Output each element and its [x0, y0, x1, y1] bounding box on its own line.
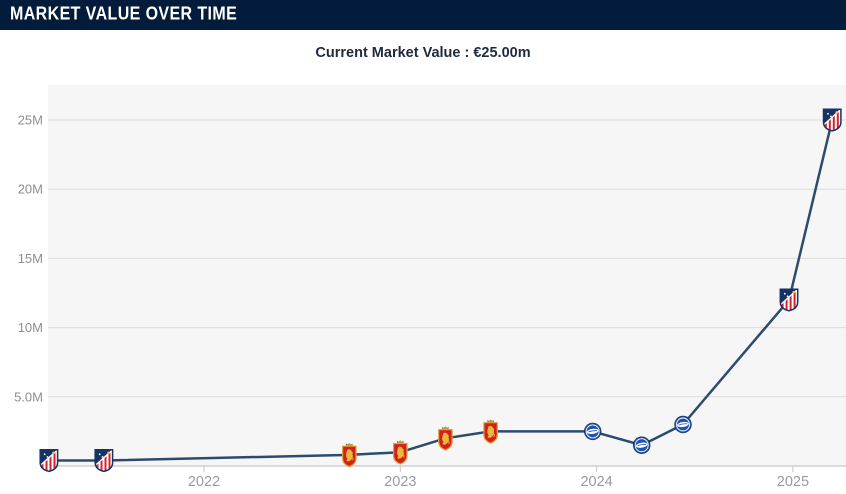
panel-header: MARKET VALUE OVER TIME: [0, 0, 846, 30]
y-axis-label: 10M: [18, 320, 43, 335]
data-point-real-zaragoza-crest-icon[interactable]: [392, 440, 408, 465]
data-point-real-zaragoza-crest-icon[interactable]: [341, 442, 357, 468]
y-axis-label: 20M: [18, 182, 43, 197]
data-point-atletico-madrid-crest-icon[interactable]: [40, 450, 57, 473]
data-point-atletico-madrid-crest-icon[interactable]: [780, 289, 797, 312]
data-point-deportivo-alaves-crest-icon[interactable]: [583, 422, 602, 441]
x-axis-label: 2024: [580, 474, 612, 490]
data-point-deportivo-alaves-crest-icon[interactable]: [674, 415, 692, 434]
data-point-real-zaragoza-crest-icon[interactable]: [483, 419, 498, 444]
data-point-atletico-madrid-crest-icon[interactable]: [824, 109, 841, 132]
market-value-chart: 5.0M 10M 15M 20M 25M 2022 2023 2024 2025: [0, 84, 846, 494]
x-axis-label: 2023: [384, 474, 416, 490]
y-axis-label: 15M: [18, 251, 43, 266]
chart-svg: 5.0M 10M 15M 20M 25M 2022 2023 2024 2025: [14, 85, 846, 490]
y-axis-label: 5.0M: [14, 389, 43, 404]
y-axis-label: 25M: [18, 113, 43, 128]
current-market-value-text: Current Market Value : €25.00m: [315, 45, 531, 61]
current-market-value-row: Current Market Value : €25.00m: [0, 44, 846, 62]
data-point-atletico-madrid-crest-icon[interactable]: [95, 450, 112, 473]
x-axis-label: 2022: [188, 474, 220, 490]
panel-title: MARKET VALUE OVER TIME: [10, 4, 238, 25]
x-axis-label: 2025: [777, 474, 809, 490]
data-point-real-zaragoza-crest-icon[interactable]: [438, 426, 453, 451]
plot-area: [48, 85, 846, 466]
data-point-deportivo-alaves-crest-icon[interactable]: [632, 436, 651, 455]
